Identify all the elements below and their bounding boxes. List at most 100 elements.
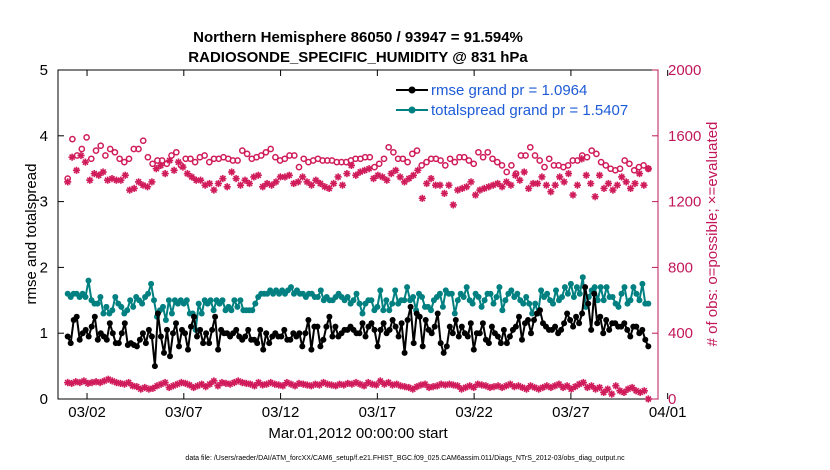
evaluated-obs-marker	[383, 176, 391, 184]
totalspread-point	[85, 277, 92, 284]
possible-obs-marker	[116, 155, 123, 163]
x-axis: 03/02 03/07 03/12 03/17 03/22 03/27 04/01	[68, 70, 686, 421]
evaluated-obs-marker	[135, 178, 143, 186]
totalspread-point	[165, 297, 172, 304]
evaluated-obs-marker	[640, 181, 648, 189]
low-obs-marker	[575, 380, 583, 388]
rmse-point	[452, 317, 459, 323]
evaluated-obs-marker	[396, 173, 404, 181]
evaluated-obs-marker	[418, 194, 426, 202]
evaluated-obs-marker	[259, 183, 267, 191]
totalspread-point	[550, 300, 556, 307]
evaluated-obs-marker	[268, 181, 276, 189]
rmse-point	[64, 333, 71, 340]
rmse-point	[585, 300, 592, 307]
evaluated-obs-marker	[507, 181, 515, 189]
rmse-point	[266, 340, 273, 347]
totalspread-point	[493, 294, 500, 300]
legend-spread-label: totalspread grand pr = 1.5407	[431, 102, 628, 119]
rmse-point	[320, 336, 327, 343]
x-axis-label: Mar.01,2012 00:00:00 start	[268, 425, 448, 442]
totalspread-point	[597, 284, 604, 291]
possible-obs-marker	[413, 147, 421, 154]
possible-obs-marker	[616, 165, 624, 173]
rmse-point	[494, 333, 501, 340]
totalspread-point	[237, 297, 244, 304]
evaluated-obs-marker	[117, 176, 125, 184]
possible-obs-marker	[465, 157, 473, 164]
rmse-point	[67, 340, 74, 347]
evaluated-obs-marker	[405, 175, 413, 183]
possible-obs-marker	[139, 137, 147, 145]
possible-obs-marker	[125, 155, 133, 163]
low-obs-marker	[600, 388, 608, 396]
rmse-point	[191, 313, 197, 320]
totalspread-point	[160, 303, 166, 310]
evaluated-obs-marker	[338, 181, 347, 189]
rmse-point	[470, 346, 477, 353]
evaluated-obs-marker	[547, 188, 555, 196]
possible-obs-marker	[102, 152, 109, 159]
rmse-point	[167, 353, 173, 360]
possible-obs-marker	[201, 152, 208, 159]
totalspread-point	[210, 307, 217, 314]
totalspread-point	[151, 297, 157, 304]
totalspread-point	[198, 310, 205, 317]
totalspread-point	[148, 280, 155, 287]
rmse-point	[94, 336, 101, 343]
rmse-point	[579, 310, 586, 317]
rmse-point	[82, 326, 89, 333]
totalspread-point	[523, 294, 530, 300]
possible-obs-marker	[262, 148, 270, 156]
rmse-point	[561, 320, 568, 327]
possible-obs-marker	[243, 150, 251, 158]
evaluated-obs-marker	[86, 176, 94, 184]
totalspread-point	[359, 310, 366, 317]
rmse-point	[398, 320, 405, 327]
rmse-point	[485, 340, 492, 347]
evaluated-obs-marker	[343, 170, 351, 178]
rmse-point	[161, 349, 167, 356]
rmse-point	[263, 330, 270, 337]
possible-obs-marker	[375, 160, 383, 168]
totalspread-point	[82, 294, 89, 300]
rmse-point	[458, 323, 465, 330]
evaluated-obs-marker	[564, 170, 573, 178]
totalspread-point	[475, 294, 482, 300]
evaluated-obs-marker	[130, 184, 138, 192]
evaluated-obs-marker	[409, 171, 417, 179]
evaluated-obs-marker	[95, 171, 103, 179]
totalspread-point	[130, 303, 137, 310]
evaluated-obs-marker	[378, 173, 386, 181]
rmse-point	[305, 317, 312, 323]
totalspread-point	[645, 300, 652, 307]
evaluated-obs-marker	[325, 184, 333, 192]
y2-tick-label: 1200	[668, 194, 701, 211]
rmse-point	[512, 323, 519, 330]
possible-obs-marker	[408, 150, 416, 158]
evaluated-obs-marker	[236, 181, 245, 189]
totalspread-point	[419, 294, 425, 300]
evaluated-obs-marker	[72, 166, 81, 174]
totalspread-point	[317, 287, 324, 294]
possible-obs-marker	[441, 162, 449, 169]
low-obs-marker	[644, 395, 652, 403]
rmse-point	[142, 340, 149, 347]
evaluated-obs-marker	[449, 201, 457, 209]
evaluated-obs-marker	[520, 168, 528, 176]
evaluated-obs-marker	[494, 179, 502, 188]
totalspread-point	[591, 284, 598, 291]
totalspread-point	[288, 284, 294, 291]
possible-obs-marker	[475, 148, 482, 156]
y2-tick-label: 400	[668, 325, 693, 342]
possible-obs-marker	[498, 162, 506, 169]
totalspread-point	[314, 294, 321, 300]
totalspread-point	[228, 307, 235, 314]
evaluated-obs-marker	[613, 181, 621, 189]
evaluated-obs-marker	[578, 155, 586, 163]
low-obs-marker	[640, 387, 648, 395]
low-obs-marker	[608, 390, 616, 398]
possible-obs-marker	[621, 157, 629, 164]
rmse-point	[404, 317, 411, 323]
rmse-point	[516, 313, 522, 320]
